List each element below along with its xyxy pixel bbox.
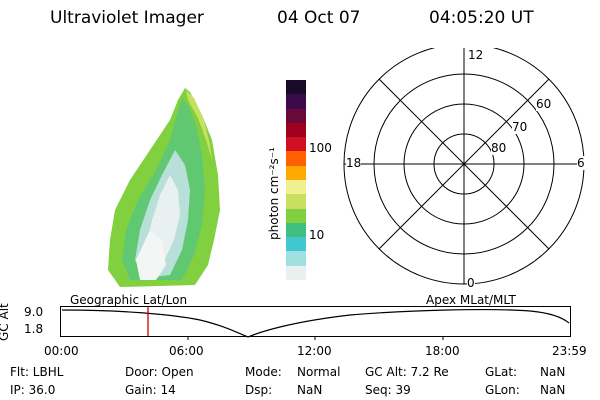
aurora-edge-highlight [186, 90, 212, 160]
seq-info: Seq: 39 [365, 383, 411, 397]
mode-value: Normal [297, 365, 341, 379]
apex-caption: Apex MLat/MLT [426, 293, 516, 307]
mlt-label-6: 6 [577, 156, 585, 170]
lat-label-80: 80 [491, 141, 507, 155]
colorbar-tick-100: 100 [309, 141, 332, 155]
colorbar-band [286, 137, 306, 152]
glon-value: NaN [540, 383, 566, 397]
glat-label: GLat: [485, 365, 518, 379]
imager-title: Ultraviolet Imager [50, 8, 204, 28]
polar-plot [343, 48, 585, 285]
mlt-label-0: 0 [467, 276, 475, 290]
colorbar-band [286, 237, 306, 252]
time-label: 04:05:20 UT [429, 8, 534, 28]
mode-label: Mode: [245, 365, 282, 379]
ip-info: IP: 36.0 [10, 383, 56, 397]
glat-value: NaN [540, 365, 566, 379]
date-label: 04 Oct 07 [277, 8, 361, 28]
colorbar-band [286, 179, 306, 195]
altitude-plot-frame [60, 306, 571, 337]
colorbar-tick-10: 10 [309, 228, 325, 242]
alt-tick-1-8: 1.8 [24, 322, 44, 336]
xtick-18-00: 18:00 [425, 344, 460, 358]
xtick-12-00: 12:00 [297, 344, 332, 358]
colorbar-band [286, 251, 306, 266]
xtick-00-00: 00:00 [44, 344, 79, 358]
alt-axis-label: GC Alt [0, 303, 11, 341]
colorbar-band [286, 222, 306, 238]
xtick-23-59: 23:59 [552, 344, 587, 358]
auroral-image [108, 88, 220, 287]
glon-label: GLon: [485, 383, 520, 397]
colorbar-band [286, 194, 306, 209]
lat-label-70: 70 [512, 120, 528, 134]
aurora-bright-spot [136, 230, 166, 280]
dsp-value: NaN [297, 383, 323, 397]
alt-tick-9: 9.0 [24, 305, 44, 319]
altitude-plot [60, 306, 571, 340]
geographic-caption: Geographic Lat/Lon [70, 293, 188, 307]
colorbar-band [286, 108, 306, 123]
door-info: Door: Open [125, 365, 194, 379]
xtick-06-00: 06:00 [169, 344, 204, 358]
mlt-label-12: 12 [468, 48, 484, 62]
gcalt-info: GC Alt: 7.2 Re [365, 365, 449, 379]
meridian-diagonal-2 [378, 78, 550, 250]
colorbar-band [286, 208, 306, 223]
colorbar-band [286, 165, 306, 180]
colorbar-band [286, 80, 306, 95]
colorbar-unit-label: photon cm⁻²s⁻¹ [267, 147, 281, 240]
gain-info: Gain: 14 [125, 383, 176, 397]
mlt-label-18: 18 [346, 156, 362, 170]
colorbar-band [286, 94, 306, 109]
colorbar-band [286, 265, 306, 280]
lat-label-60: 60 [536, 97, 552, 111]
flt-info: Flt: LBHL [10, 365, 64, 379]
colorbar-band [286, 151, 306, 166]
colorbar [286, 80, 306, 280]
colorbar-band [286, 122, 306, 138]
dsp-label: Dsp: [245, 383, 273, 397]
altitude-curve [61, 309, 570, 338]
